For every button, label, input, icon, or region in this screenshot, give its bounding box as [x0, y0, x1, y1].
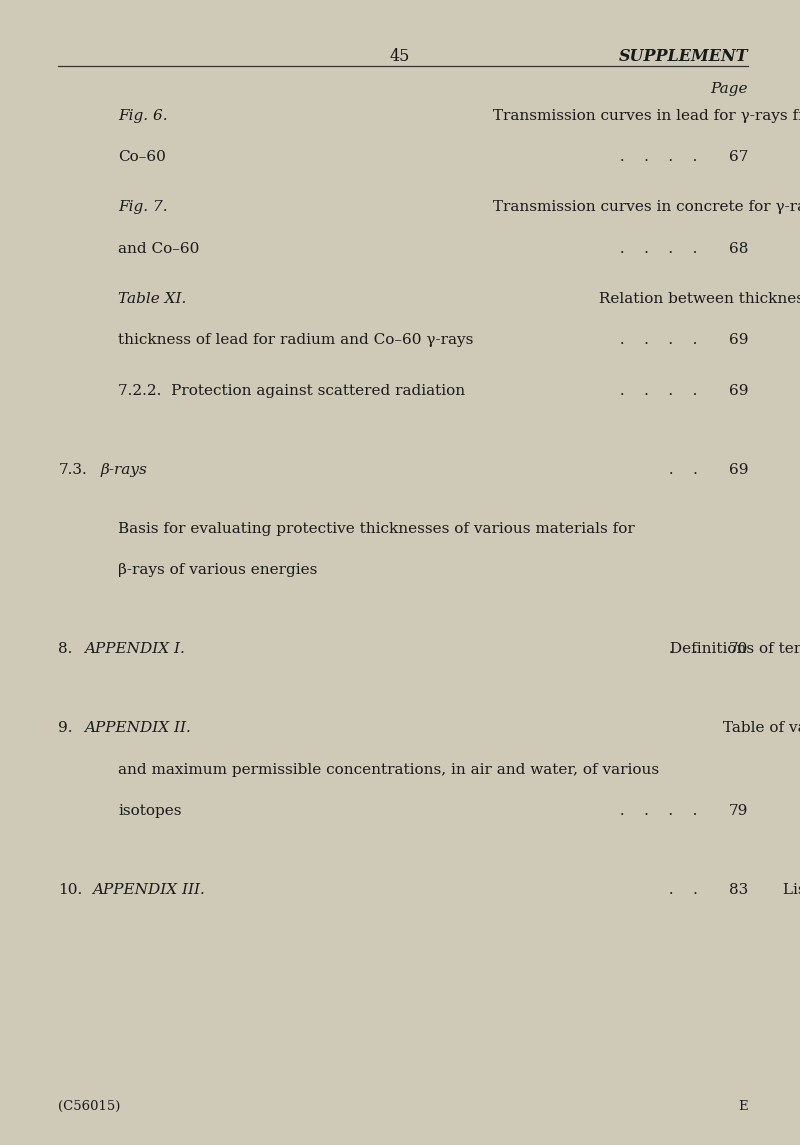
- Text: Fig. 6.: Fig. 6.: [118, 109, 168, 123]
- Text: Page: Page: [710, 82, 748, 96]
- Text: .    .: . .: [663, 642, 712, 656]
- Text: 67: 67: [729, 150, 748, 164]
- Text: Table of values of maximum permissible body burdens: Table of values of maximum permissible b…: [718, 721, 800, 735]
- Text: 7.2.2.  Protection against scattered radiation: 7.2.2. Protection against scattered radi…: [118, 384, 466, 397]
- Text: Transmission curves in lead for γ-rays from Ra and: Transmission curves in lead for γ-rays f…: [488, 109, 800, 123]
- Text: 70: 70: [729, 642, 748, 656]
- Text: 45: 45: [390, 48, 410, 65]
- Text: .    .    .    .: . . . .: [615, 242, 712, 255]
- Text: β-rays: β-rays: [100, 463, 147, 476]
- Text: (C56015): (C56015): [58, 1100, 121, 1113]
- Text: Relation between thickness of ordinary concrete and: Relation between thickness of ordinary c…: [594, 292, 800, 306]
- Text: 68: 68: [729, 242, 748, 255]
- Text: APPENDIX III.: APPENDIX III.: [92, 883, 205, 897]
- Text: 83: 83: [729, 883, 748, 897]
- Text: 69: 69: [729, 384, 748, 397]
- Text: List of General References: List of General References: [778, 883, 800, 897]
- Text: Fig. 7.: Fig. 7.: [118, 200, 168, 214]
- Text: SUPPLEMENT: SUPPLEMENT: [618, 48, 748, 65]
- Text: Basis for evaluating protective thicknesses of various materials for: Basis for evaluating protective thicknes…: [118, 522, 635, 536]
- Text: β-rays of various energies: β-rays of various energies: [118, 563, 318, 577]
- Text: APPENDIX II.: APPENDIX II.: [84, 721, 191, 735]
- Text: .    .    .    .: . . . .: [615, 333, 712, 347]
- Text: .    .    .    .: . . . .: [615, 150, 712, 164]
- Text: .    .    .    .: . . . .: [615, 384, 712, 397]
- Text: Definitions of terms used in Code of Practice: Definitions of terms used in Code of Pra…: [665, 642, 800, 656]
- Text: 7.3.: 7.3.: [58, 463, 87, 476]
- Text: 8.: 8.: [58, 642, 73, 656]
- Text: and Co–60: and Co–60: [118, 242, 200, 255]
- Text: .    .: . .: [663, 883, 712, 897]
- Text: Transmission curves in concrete for γ-rays from Ra: Transmission curves in concrete for γ-ra…: [488, 200, 800, 214]
- Text: APPENDIX I.: APPENDIX I.: [84, 642, 185, 656]
- Text: 10.: 10.: [58, 883, 82, 897]
- Text: isotopes: isotopes: [118, 804, 182, 818]
- Text: E: E: [738, 1100, 748, 1113]
- Text: thickness of lead for radium and Co–60 γ-rays: thickness of lead for radium and Co–60 γ…: [118, 333, 474, 347]
- Text: 79: 79: [729, 804, 748, 818]
- Text: 69: 69: [729, 463, 748, 476]
- Text: .    .: . .: [663, 463, 712, 476]
- Text: Co–60: Co–60: [118, 150, 166, 164]
- Text: and maximum permissible concentrations, in air and water, of various: and maximum permissible concentrations, …: [118, 763, 659, 776]
- Text: 69: 69: [729, 333, 748, 347]
- Text: .    .    .    .: . . . .: [615, 804, 712, 818]
- Text: 9.: 9.: [58, 721, 73, 735]
- Text: Table XI.: Table XI.: [118, 292, 186, 306]
